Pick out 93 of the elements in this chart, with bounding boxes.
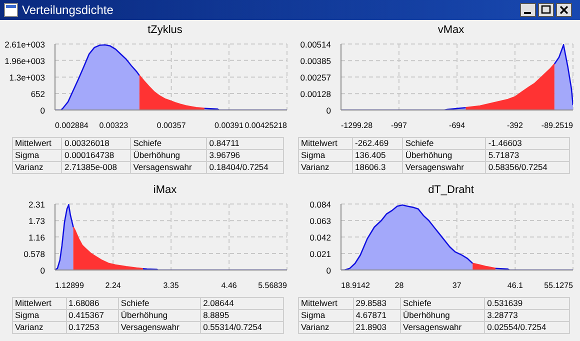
x-tick-label: 55.1275 [544,281,574,290]
text: 0.02554/0.7254 [484,322,570,334]
y-tick-label: 2.31 [28,200,46,210]
text: Überhöhung [400,310,485,322]
text: 2.08644 [200,298,284,310]
text: 8.8895 [200,310,284,322]
text: Sigma [298,310,354,322]
y-tick-label: 0.00257 [300,72,332,82]
text: 4.67871 [353,310,401,322]
text: Sigma [12,150,62,162]
y-tick-label: 0.021 [310,249,332,259]
x-tick-label: 0.00391 [214,121,244,130]
x-tick-label: 46.1 [507,281,524,290]
x-tick-label: -89.2519 [541,121,574,130]
text: 3.28773 [484,310,570,322]
text: Schiefe [118,298,201,310]
text: Mittelwert [12,298,66,310]
text: Schiefe [400,298,485,310]
y-tick-label: 0.00385 [300,56,332,66]
x-tick-label: 28 [394,281,404,290]
text: 3.96796 [206,150,284,162]
y-tick-label: 0.578 [24,248,46,259]
text: Schiefe [402,138,486,150]
y-tick-label: 0.063 [310,216,332,226]
text: Versagenswahr [118,322,201,334]
text: Überhöhung [402,150,486,162]
text: 0.55314/0.7254 [200,322,284,334]
text: 2.71385e-008 [62,162,131,174]
text: 29.8583 [353,298,401,310]
y-tick-label: 1.73 [28,216,46,226]
x-tick-label: -392 [506,121,524,130]
x-tick-label: 0.00323 [99,121,129,130]
y-tick-label: 652 [30,89,46,100]
y-tick-label: 0.042 [310,232,332,242]
text: Varianz [12,322,66,334]
chart-title: iMax [152,183,178,198]
text: Versagenswahr [402,162,486,174]
text: Sigma [298,150,352,162]
x-tick-label: 5.56839 [258,281,288,290]
text: 0.84711 [206,138,284,150]
y-tick-label: 0.00514 [300,40,332,50]
text: 0.18404/0.7254 [206,162,284,174]
y-tick-label: 0 [40,106,46,116]
x-tick-label: 4.46 [221,281,238,290]
text: Varianz [298,162,352,174]
x-tick-label: 2.24 [105,281,122,290]
text: Überhöhung [118,310,201,322]
text: 0.531639 [484,298,570,310]
x-tick-label: -997 [390,121,408,130]
text: Mittelwert [298,138,352,150]
x-tick-label: -694 [449,121,466,130]
chart-title: tZyklus [146,23,184,38]
text: Überhöhung [130,150,207,162]
x-tick-label: 0.00357 [156,121,186,130]
x-tick-label: -1299.28 [341,121,374,130]
text: 18606.3 [352,162,403,174]
text: 0.17253 [66,322,118,334]
y-tick-label: 0 [326,106,332,116]
text: 0.415367 [66,310,118,322]
text: 136.405 [352,150,403,162]
text: Verteilungsdichte [22,3,114,17]
text: Schiefe [130,138,207,150]
text: Varianz [12,162,62,174]
text: 0.58356/0.7254 [486,162,570,174]
x-tick-label: 1.12899 [55,281,84,290]
y-tick-label: 2.61e+003 [4,40,46,50]
x-tick-label: 18.9142 [341,281,370,290]
chart-title: vMax [436,23,466,38]
x-tick-label: 0.00425218 [244,121,288,130]
text: 0.00326018 [62,138,131,150]
text: 5.71873 [486,150,570,162]
y-tick-label: 0.084 [310,200,332,210]
y-tick-label: 0.00128 [300,89,332,100]
text: -262.469 [352,138,403,150]
text: Varianz [298,322,354,334]
text: Sigma [12,310,66,322]
text: Mittelwert [298,298,354,310]
text: 21.8903 [353,322,401,334]
text: Versagenswahr [400,322,485,334]
x-tick-label: 3.35 [163,281,180,290]
y-tick-label: 1.96e+003 [4,56,46,66]
text: 1.68086 [66,298,118,310]
text: -1.46603 [486,138,570,150]
text: Versagenswahr [130,162,207,174]
text: Mittelwert [12,138,62,150]
text: 0.000164738 [62,150,131,162]
y-tick-label: 1.3e+003 [9,72,46,83]
y-tick-label: 0 [326,266,332,276]
chart-title: dT_Draht [427,183,475,198]
y-tick-label: 0 [40,266,46,276]
y-tick-label: 1.16 [28,232,46,242]
x-tick-label: 0.002884 [55,121,89,130]
x-tick-label: 37 [452,281,462,290]
